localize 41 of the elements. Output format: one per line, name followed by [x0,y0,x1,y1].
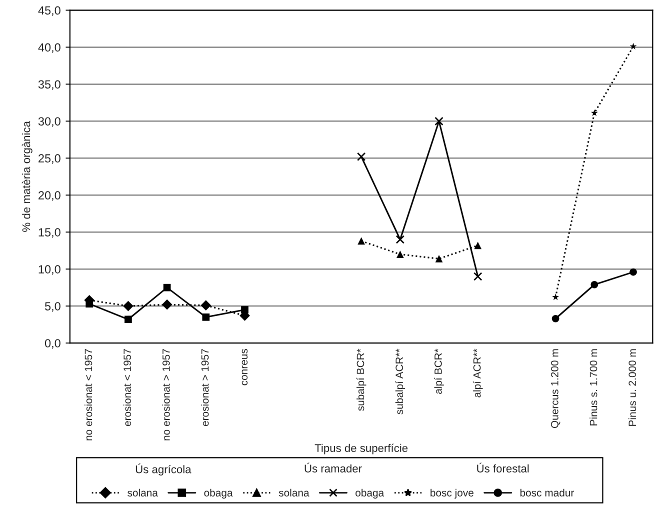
point [162,299,172,310]
y-tick-label: 25,0 [38,154,60,164]
x-axis-title: Tipus de superfície [314,444,408,454]
point [473,272,482,281]
legend-label: obaga [204,488,233,499]
legend-label: obaga [356,488,384,499]
y-tick-label: 10,0 [38,265,60,275]
y-axis-title: % de matèria orgànica [22,121,32,232]
x-tick-label: Quercus 1.200 m [550,349,560,428]
x-tick-label: erosionat > 1957 [201,349,209,426]
x-tick-label: no erosionat < 1957 [84,349,92,440]
point [396,235,405,244]
text: Ús agrícola [136,464,192,476]
legend-label: bosc madur [520,488,574,497]
legend-label: solana [278,488,310,497]
y-tick-label: 5,0 [44,302,60,312]
x-tick-label: Pinus s. 1.700 m [590,349,598,426]
x-tick-label: conreus [242,348,248,386]
x-tick-label: no erosionat > 1957 [162,349,170,440]
point [474,242,482,250]
text: Ús ramader [304,462,362,472]
x-tick-label: alpí ACR** [472,348,483,398]
y-tick-label: 0,0 [44,339,60,349]
point [241,306,248,314]
y-tick-label: 35,0 [38,80,60,90]
point [356,152,366,162]
text: Ús forestal [477,462,529,472]
y-tick-label: 20,0 [38,191,60,201]
point [435,255,443,262]
y-tick-label: 40,0 [38,43,60,54]
y-tick-label: 15,0 [38,228,60,238]
x-tick-label: subalpí ACR** [395,348,406,414]
legend-label: solana [128,488,158,497]
x-tick-label: alpí BCR* [434,348,444,394]
point [434,116,444,126]
y-tick-label: 45,0 [38,6,60,16]
x-tick-label: subalpí BCR* [356,348,366,411]
x-tick-label: erosionat < 1957 [123,349,131,426]
y-tick-label: 30,0 [38,117,60,127]
legend-label: bosc jove [430,488,474,499]
x-tick-label: Pinus u. 2.000 m [628,349,636,426]
